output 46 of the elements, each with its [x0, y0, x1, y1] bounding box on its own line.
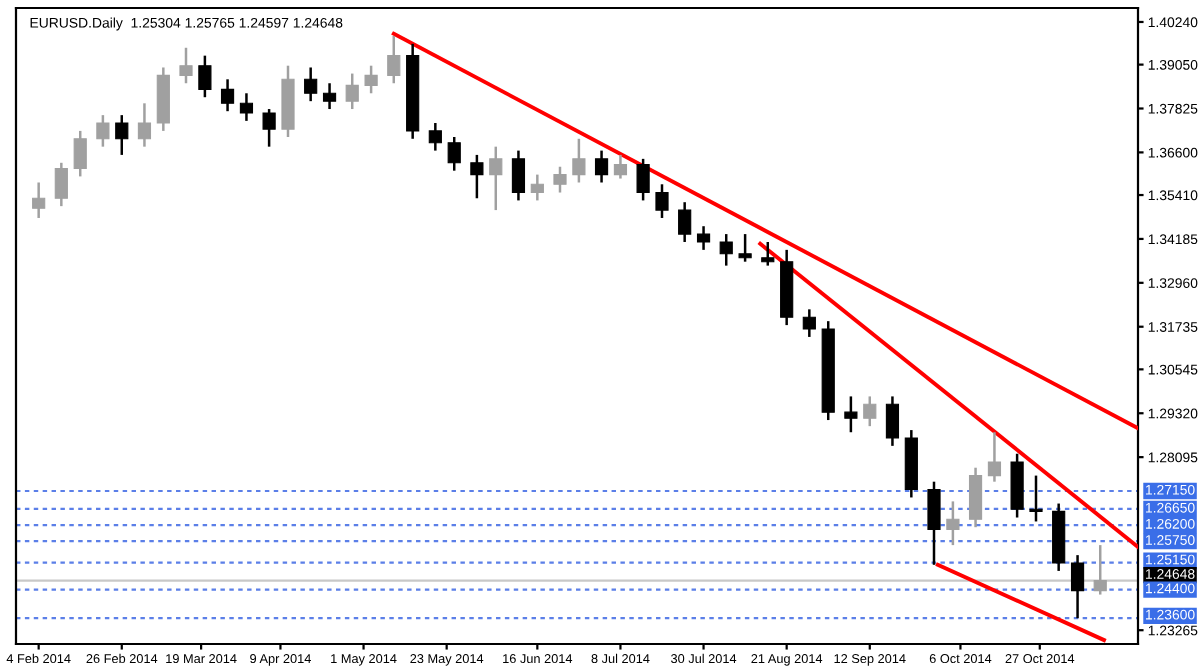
candlestick [613, 153, 628, 180]
candlestick [572, 137, 586, 184]
candlestick [719, 232, 733, 267]
candlestick [387, 34, 401, 85]
candlestick [863, 395, 877, 428]
candlestick [96, 113, 110, 148]
candlestick [345, 72, 359, 111]
candlestick [1070, 553, 1085, 620]
candlestick [115, 113, 129, 157]
candlestick [262, 107, 276, 148]
candlestick [636, 157, 650, 202]
candlestick [738, 232, 752, 263]
candlestick [987, 430, 1002, 483]
candlestick [470, 153, 484, 200]
candlestick [137, 102, 152, 148]
candlestick [946, 500, 960, 547]
candlestick [198, 54, 212, 99]
candlestick [73, 129, 87, 178]
candlestick [220, 78, 235, 113]
candlestick [1093, 543, 1107, 596]
candlestick [655, 183, 669, 220]
candlestick [761, 240, 775, 267]
candlestick [32, 181, 46, 220]
candlestick [594, 149, 609, 184]
candlestick [156, 66, 170, 133]
candlestick [1010, 452, 1024, 519]
candlestick [447, 135, 461, 172]
candlestick [678, 200, 692, 244]
candlestick [802, 308, 816, 339]
candlestick [489, 145, 503, 212]
candlestick [322, 82, 337, 111]
candlestick [511, 149, 526, 202]
candlestick [927, 480, 941, 567]
candlestick [364, 64, 378, 95]
candlestick [553, 165, 567, 194]
candlestick [428, 121, 442, 152]
candlestick [885, 395, 900, 448]
candlestick [54, 161, 68, 208]
candlestick [304, 66, 318, 103]
candlestick [968, 466, 983, 529]
candlestick [1029, 474, 1043, 523]
candlestick [696, 224, 711, 252]
candlestick [844, 395, 858, 434]
candlestick [530, 173, 544, 202]
candlestick [179, 46, 193, 85]
candlestick [239, 92, 254, 123]
